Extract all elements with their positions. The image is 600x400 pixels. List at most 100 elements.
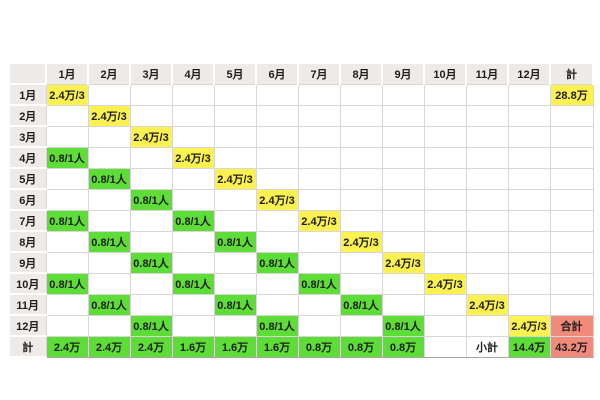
cell-計-7月: 0.8万 [297, 335, 341, 358]
cell-3月-5月 [213, 125, 257, 148]
cell-3月-3月: 2.4万/3 [129, 125, 173, 148]
cell-8月-4月 [171, 230, 215, 253]
monthly-schedule-table: 1月 2月 3月 4月 5月 6月 7月 8月 9月 10月 11月 12月計 1月 2.4万/3 28.… [8, 62, 594, 358]
cell-7月-9月 [381, 209, 425, 232]
cell-12月-5月 [213, 314, 257, 337]
cell-5月-8月 [339, 167, 383, 190]
cell-4月-3月 [129, 146, 173, 169]
cell-6月-12月 [507, 188, 551, 211]
cell-10月-11月 [465, 272, 509, 295]
cell-8月-計 [549, 230, 594, 253]
cell-7月-12月 [507, 209, 551, 232]
col-header-10月: 10月 [423, 62, 467, 85]
cell-3月-1月 [45, 125, 89, 148]
col-header-計: 計 [549, 62, 594, 85]
cell-1月-計: 28.8万 [549, 83, 594, 106]
cell-3月-2月 [87, 125, 131, 148]
cell-3月-4月 [171, 125, 215, 148]
table-row-3月: 3月 2.4万/3 [8, 125, 594, 148]
cell-9月-11月 [465, 251, 509, 274]
cell-5月-4月 [171, 167, 215, 190]
cell-10月-計 [549, 272, 594, 295]
cell-計-10月 [423, 335, 467, 358]
cell-4月-10月 [423, 146, 467, 169]
cell-12月-12月: 2.4万/3 [507, 314, 551, 337]
cell-10月-6月 [255, 272, 299, 295]
row-header-6月: 6月 [8, 188, 47, 211]
cell-12月-9月: 0.8/1人 [381, 314, 425, 337]
cell-4月-9月 [381, 146, 425, 169]
cell-5月-9月 [381, 167, 425, 190]
cell-11月-4月 [171, 293, 215, 316]
cell-1月-3月 [129, 83, 173, 106]
cell-6月-1月 [45, 188, 89, 211]
cell-10月-8月 [339, 272, 383, 295]
cell-1月-9月 [381, 83, 425, 106]
cell-2月-3月 [129, 104, 173, 127]
cell-11月-11月: 2.4万/3 [465, 293, 509, 316]
cell-12月-2月 [87, 314, 131, 337]
table-row-9月: 9月 0.8/1人 0.8/1人 2.4万/3 [8, 251, 594, 274]
cell-9月-3月: 0.8/1人 [129, 251, 173, 274]
cell-1月-4月 [171, 83, 215, 106]
cell-10月-7月: 0.8/1人 [297, 272, 341, 295]
cell-計-12月: 14.4万 [507, 335, 551, 358]
row-header-7月: 7月 [8, 209, 47, 232]
cell-7月-3月 [129, 209, 173, 232]
table-row-4月: 4月 0.8/1人 2.4万/3 [8, 146, 594, 169]
row-header-10月: 10月 [8, 272, 47, 295]
cell-12月-4月 [171, 314, 215, 337]
cell-10月-12月 [507, 272, 551, 295]
cell-6月-7月 [297, 188, 341, 211]
cell-12月-3月: 0.8/1人 [129, 314, 173, 337]
cell-計-6月: 1.6万 [255, 335, 299, 358]
cell-4月-計 [549, 146, 594, 169]
cell-4月-12月 [507, 146, 551, 169]
cell-計-2月: 2.4万 [87, 335, 131, 358]
cell-3月-11月 [465, 125, 509, 148]
cell-7月-2月 [87, 209, 131, 232]
cell-10月-3月 [129, 272, 173, 295]
cell-2月-1月 [45, 104, 89, 127]
cell-6月-4月 [171, 188, 215, 211]
cell-11月-6月 [255, 293, 299, 316]
cell-12月-11月 [465, 314, 509, 337]
row-header-12月: 12月 [8, 314, 47, 337]
cell-2月-7月 [297, 104, 341, 127]
col-header-1月: 1月 [45, 62, 89, 85]
cell-12月-8月 [339, 314, 383, 337]
cell-7月-5月 [213, 209, 257, 232]
col-header-5月: 5月 [213, 62, 257, 85]
cell-1月-1月: 2.4万/3 [45, 83, 89, 106]
cell-7月-6月 [255, 209, 299, 232]
row-header-8月: 8月 [8, 230, 47, 253]
cell-計-8月: 0.8万 [339, 335, 383, 358]
cell-2月-4月 [171, 104, 215, 127]
cell-2月-計 [549, 104, 594, 127]
cell-5月-3月 [129, 167, 173, 190]
cell-6月-10月 [423, 188, 467, 211]
table-row-2月: 2月 2.4万/3 [8, 104, 594, 127]
cell-8月-9月 [381, 230, 425, 253]
cell-7月-4月: 0.8/1人 [171, 209, 215, 232]
cell-12月-7月 [297, 314, 341, 337]
row-header-3月: 3月 [8, 125, 47, 148]
cell-計-計: 43.2万 [549, 335, 594, 358]
cell-3月-6月 [255, 125, 299, 148]
cell-10月-10月: 2.4万/3 [423, 272, 467, 295]
cell-10月-5月 [213, 272, 257, 295]
cell-9月-6月: 0.8/1人 [255, 251, 299, 274]
cell-7月-7月: 2.4万/3 [297, 209, 341, 232]
cell-7月-1月: 0.8/1人 [45, 209, 89, 232]
cell-11月-12月 [507, 293, 551, 316]
row-header-5月: 5月 [8, 167, 47, 190]
col-header-7月: 7月 [297, 62, 341, 85]
table-body: 1月 2.4万/3 28.8万 2月 2.4万/3 3月 2.4万/3 4月 0.8/1人 2.4… [8, 83, 594, 358]
cell-1月-2月 [87, 83, 131, 106]
row-header-計: 計 [8, 335, 47, 358]
cell-計-5月: 1.6万 [213, 335, 257, 358]
col-header-9月: 9月 [381, 62, 425, 85]
table-row-12月: 12月 0.8/1人 0.8/1人 0.8/1人 2.4万/3 合計 [8, 314, 594, 337]
cell-計-1月: 2.4万 [45, 335, 89, 358]
cell-8月-7月 [297, 230, 341, 253]
